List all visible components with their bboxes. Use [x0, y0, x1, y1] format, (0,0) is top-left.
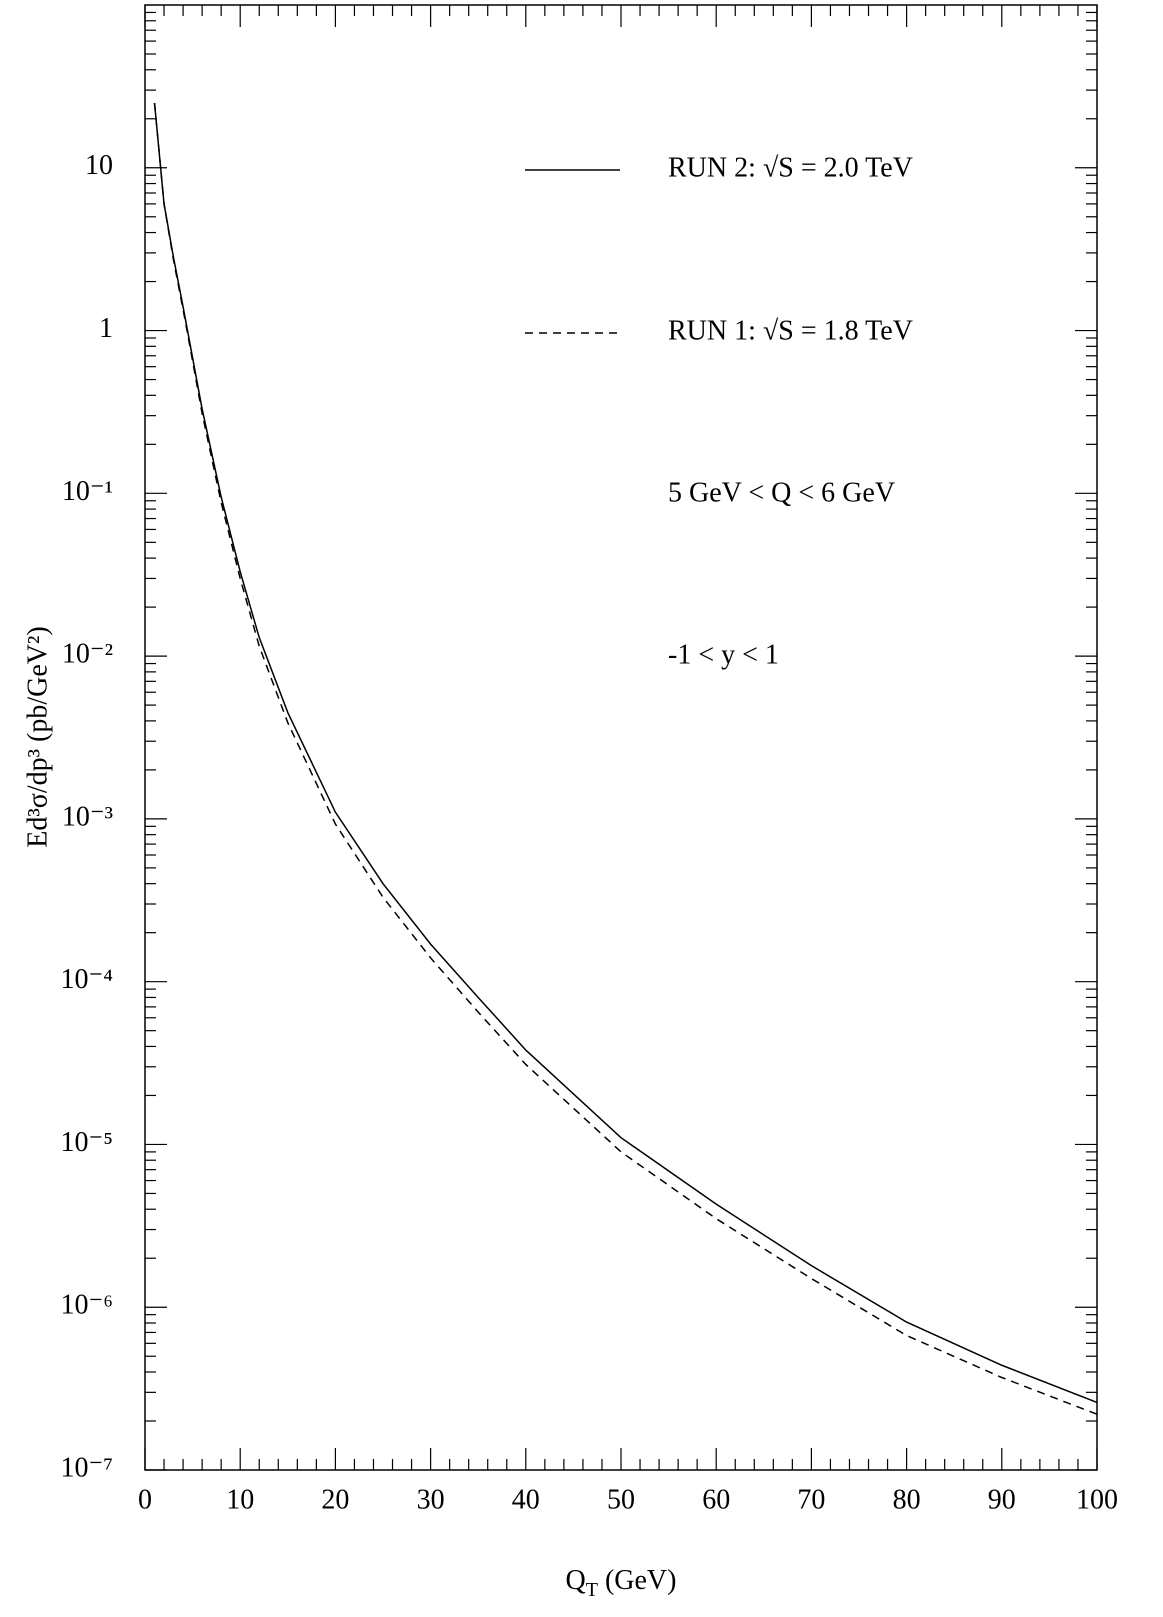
x-tick-label: 70	[797, 1484, 825, 1515]
x-tick-label: 80	[893, 1484, 921, 1515]
line-series	[153, 102, 1098, 1415]
annotation: 5 GeV < Q < 6 GeV	[668, 477, 895, 508]
x-tick-label: 90	[988, 1484, 1016, 1515]
legend-label: RUN 1: √S = 1.8 TeV	[668, 315, 913, 346]
annotation: -1 < y < 1	[668, 639, 779, 670]
x-axis-label-sub: T	[586, 1579, 598, 1601]
x-axis-label: QT (GeV)	[566, 1565, 677, 1600]
x-axis-label-main: Q	[566, 1565, 586, 1596]
y-tick-label: 10⁻⁷	[60, 1452, 113, 1483]
x-tick-label: 20	[321, 1484, 349, 1515]
y-tick-label: 10⁻¹	[62, 476, 113, 507]
x-tick-label: 50	[607, 1484, 635, 1515]
plot-frame	[144, 4, 1098, 1471]
x-tick-label: 30	[417, 1484, 445, 1515]
y-tick-label: 1	[99, 313, 113, 344]
x-tick-label: 10	[226, 1484, 254, 1515]
x-tick-label: 40	[512, 1484, 540, 1515]
y-tick-label: 10⁻³	[62, 801, 113, 832]
x-tick-label: 100	[1076, 1484, 1118, 1515]
x-tick-label: 60	[702, 1484, 730, 1515]
x-tick-label: 0	[138, 1484, 152, 1515]
y-tick-label: 10⁻²	[62, 639, 113, 670]
y-tick-label: 10⁻⁵	[60, 1127, 113, 1158]
y-axis-label: Ed³σ/dp³ (pb/GeV²)	[22, 626, 53, 847]
line-series	[153, 102, 1098, 1404]
y-tick-label: 10	[85, 150, 113, 181]
y-tick-label: 10⁻⁶	[60, 1290, 113, 1321]
x-axis-label-unit: (GeV)	[598, 1565, 677, 1596]
legend-label: RUN 2: √S = 2.0 TeV	[668, 152, 913, 183]
y-tick-label: 10⁻⁴	[60, 964, 113, 995]
